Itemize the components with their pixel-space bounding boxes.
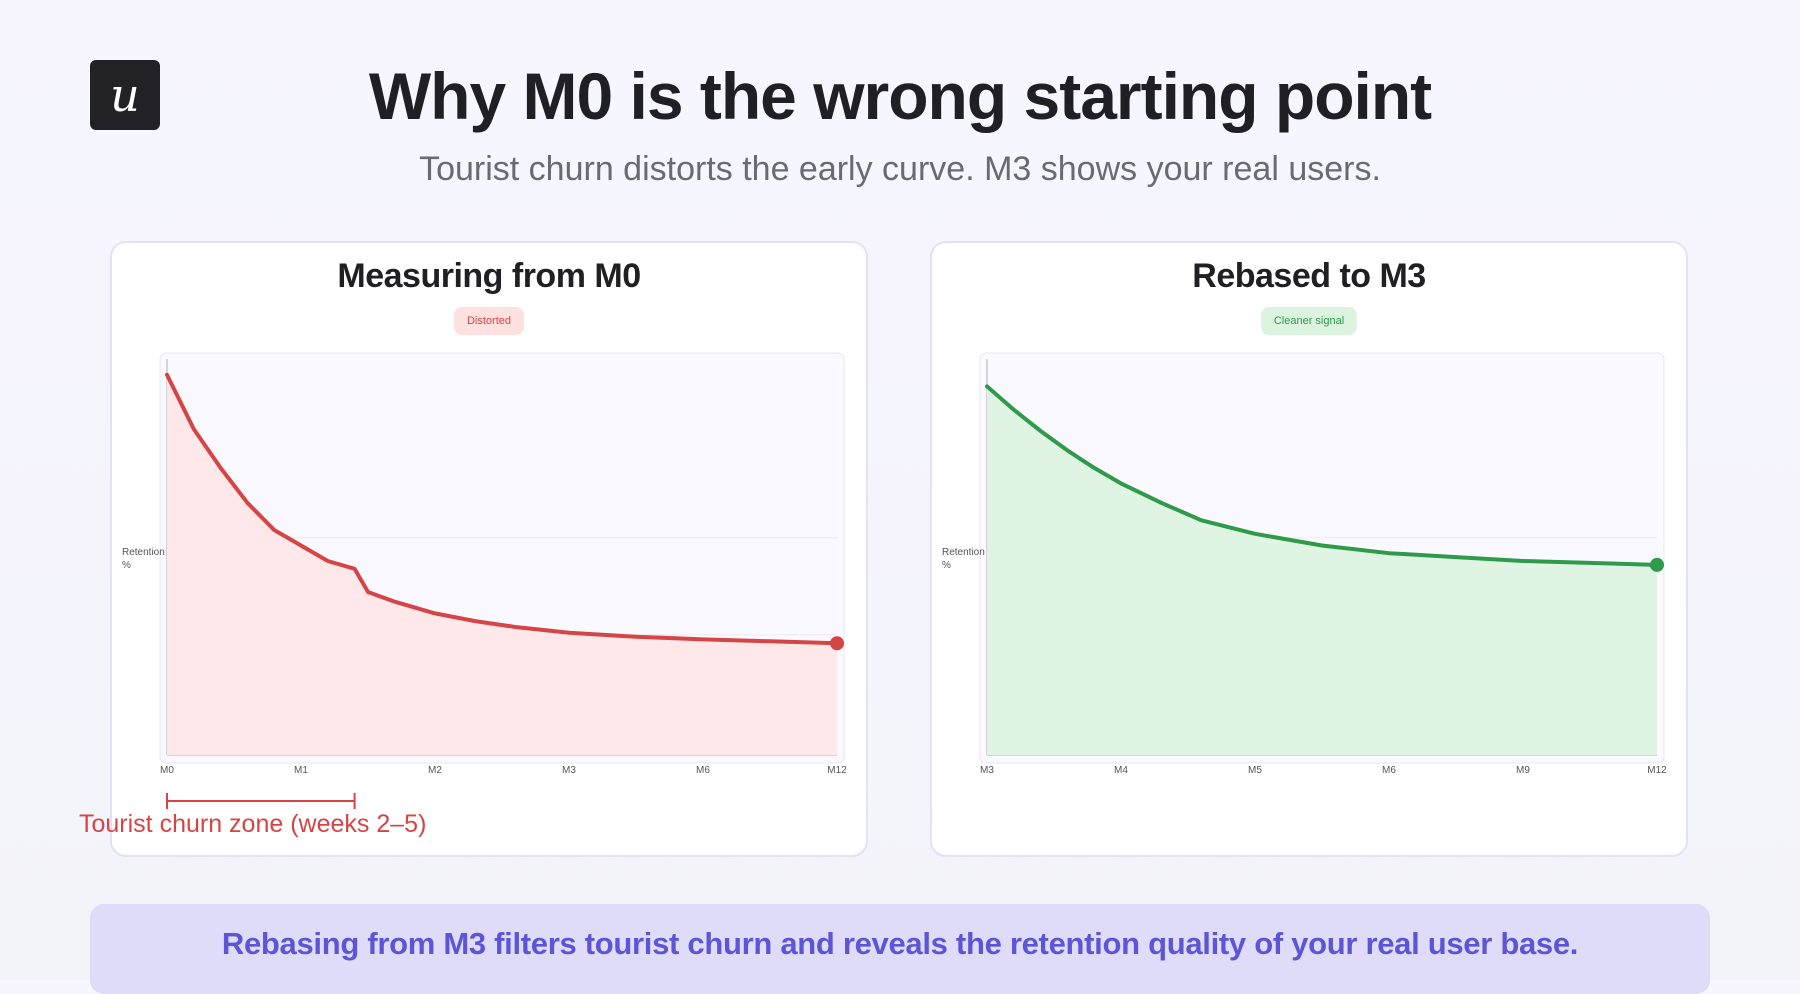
x-tick-label: M12 <box>827 765 847 776</box>
x-tick-label: M5 <box>1248 765 1262 776</box>
chart-title: Measuring from M0 <box>337 257 641 295</box>
x-tick-label: M3 <box>980 765 994 776</box>
series-area <box>987 386 1657 755</box>
chart-panel-m0: Measuring from M0 Distorted Retention% M0… <box>110 241 868 857</box>
takeaway-banner: Rebasing from M3 filters tourist churn a… <box>90 904 1710 994</box>
y-axis-label: Retention% <box>942 547 985 571</box>
x-tick-label: M1 <box>294 765 308 776</box>
x-tick-label: M12 <box>1647 765 1667 776</box>
status-badge: Distorted <box>453 307 525 335</box>
chart-panel-m3: Rebased to M3 Cleaner signal Retention% M… <box>930 241 1688 857</box>
x-tick-label: M4 <box>1114 765 1128 776</box>
takeaway-text: Rebasing from M3 filters tourist churn a… <box>221 926 1579 961</box>
x-tick-label: M2 <box>428 765 442 776</box>
series-line <box>985 384 1659 567</box>
chart-title: Rebased to M3 <box>1192 257 1426 295</box>
tourist-churn-annotation: Tourist churn zone (weeks 2–5) <box>79 810 427 838</box>
x-tick-label: M6 <box>1382 765 1396 776</box>
retention-chart-m0: Retention % M0 M1 M2 M3 M6 M12 <box>122 352 847 809</box>
page-title: Why M0 is the wrong starting point <box>368 59 1432 133</box>
end-point-marker <box>830 636 844 651</box>
x-tick-label: M0 <box>160 765 174 776</box>
status-badge: Cleaner signal <box>1260 307 1358 335</box>
x-tick-label: M9 <box>1516 765 1530 776</box>
series-area <box>167 374 837 755</box>
retention-chart-m3: Retention % M3 M4 M5 M6 M9 M12 <box>942 352 1667 776</box>
end-point-marker <box>1650 557 1664 572</box>
x-tick-label: M3 <box>562 765 576 776</box>
logo-glyph: u <box>110 68 140 122</box>
page-subtitle: Tourist churn distorts the early curve. … <box>419 150 1381 188</box>
userpilot-logo: u <box>90 60 160 130</box>
x-tick-label: M6 <box>696 765 710 776</box>
y-axis-label: Retention% <box>122 547 165 571</box>
series-line <box>165 372 839 646</box>
